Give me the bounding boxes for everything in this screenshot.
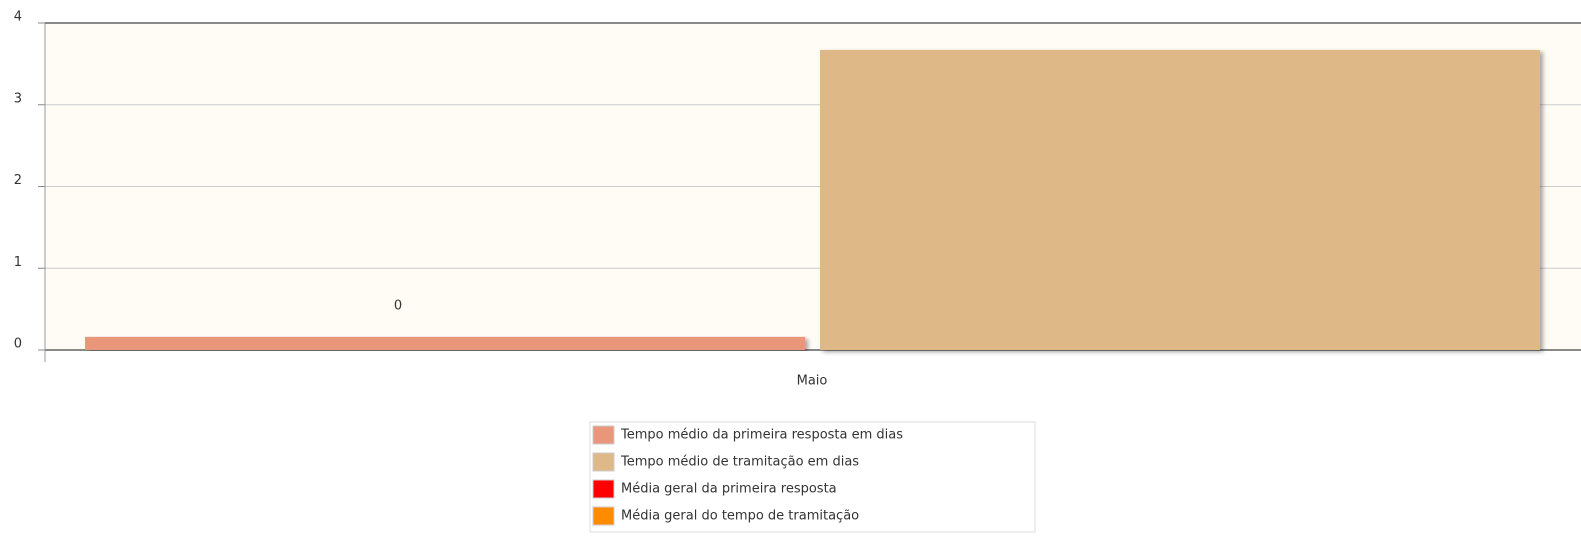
x-tick-label: Maio (797, 374, 828, 389)
data-label: 0 (394, 298, 402, 313)
legend-label: Tempo médio da primeira resposta em dias (620, 428, 903, 443)
y-tick-label: 4 (14, 10, 22, 25)
y-tick-label: 2 (14, 173, 22, 188)
legend-label: Média geral da primeira resposta (621, 482, 837, 497)
y-tick-label: 1 (14, 255, 22, 270)
y-tick-label: 3 (14, 91, 22, 106)
bar (820, 49, 1540, 350)
legend-swatch (592, 506, 615, 526)
legend-swatch (592, 452, 615, 472)
legend-label: Média geral do tempo de tramitação (621, 509, 859, 524)
legend-label: Tempo médio de tramitação em dias (620, 455, 859, 470)
legend-swatch (592, 425, 615, 445)
y-tick-label: 0 (14, 337, 22, 352)
legend-swatch (592, 479, 615, 499)
legend-box (589, 421, 1036, 533)
bar (85, 336, 805, 350)
